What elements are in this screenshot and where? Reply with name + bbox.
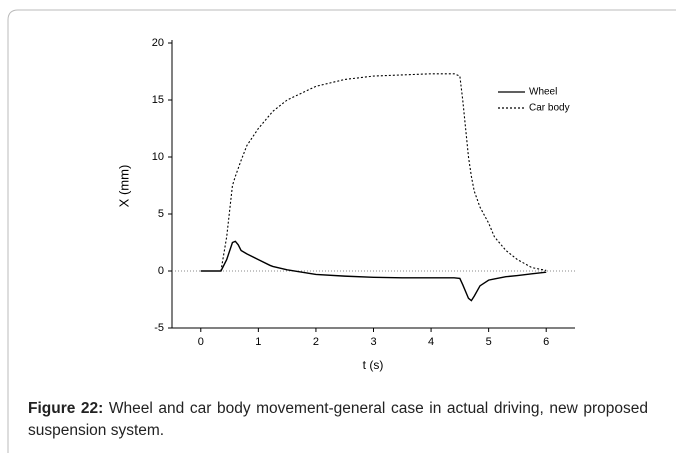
- series-line: [200, 73, 547, 272]
- y-tick-label: 5: [158, 208, 164, 220]
- frame: [7, 9, 676, 453]
- x-tick-label: 1: [255, 336, 261, 348]
- x-tick-label: 6: [543, 336, 549, 348]
- x-tick-label: 4: [428, 336, 434, 348]
- x-tick-label: 5: [486, 336, 492, 348]
- legend-label: Wheel: [529, 87, 557, 98]
- caption: Figure 22: Wheel and car body movement-g…: [28, 398, 648, 442]
- y-tick-label: 10: [152, 151, 164, 163]
- y-tick-label: -5: [154, 322, 164, 334]
- x-axis-label: t (s): [363, 358, 384, 372]
- caption-text: Wheel and car body movement-general case…: [28, 400, 648, 439]
- y-tick-label: 0: [158, 265, 164, 277]
- caption-label: Figure 22:: [28, 400, 104, 417]
- y-tick-label: 20: [152, 37, 164, 49]
- x-tick-label: 2: [313, 336, 319, 348]
- legend-label: Car body: [529, 103, 570, 114]
- series-line: [200, 240, 547, 302]
- x-tick-label: 3: [370, 336, 376, 348]
- x-tick-label: 0: [198, 336, 204, 348]
- y-tick-label: 15: [152, 94, 164, 106]
- y-axis-label: X (mm): [116, 165, 131, 208]
